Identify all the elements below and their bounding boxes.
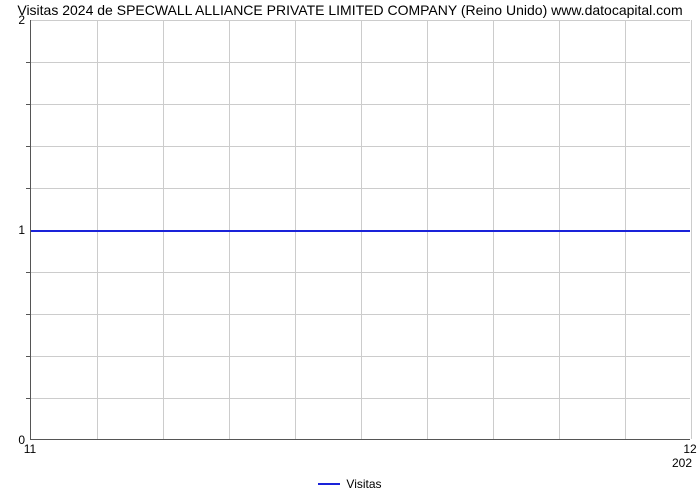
gridline-h	[31, 272, 690, 273]
y-minor-tick	[26, 62, 30, 63]
plot-area	[30, 20, 690, 440]
y-minor-tick	[26, 272, 30, 273]
legend: Visitas	[0, 476, 700, 491]
y-minor-tick	[26, 104, 30, 105]
gridline-h	[31, 188, 690, 189]
x-axis-subcaption: 202	[672, 456, 692, 470]
chart-title: Visitas 2024 de SPECWALL ALLIANCE PRIVAT…	[0, 2, 700, 18]
x-tick-label: 11	[24, 442, 36, 456]
gridline-h	[31, 62, 690, 63]
y-minor-tick	[26, 314, 30, 315]
gridline-h	[31, 356, 690, 357]
y-minor-tick	[26, 188, 30, 189]
series-visitas-line	[31, 230, 690, 232]
gridline-h	[31, 146, 690, 147]
gridline-h	[31, 104, 690, 105]
x-tick-label: 12	[683, 442, 696, 456]
gridline-v	[691, 20, 692, 439]
legend-label-visitas: Visitas	[346, 477, 381, 491]
gridline-h	[31, 314, 690, 315]
gridline-h	[31, 398, 690, 399]
y-minor-tick	[26, 356, 30, 357]
y-tick-label: 2	[5, 13, 25, 27]
y-minor-tick	[26, 398, 30, 399]
y-tick-label: 0	[5, 433, 25, 447]
y-tick-label: 1	[5, 223, 25, 237]
gridline-h	[31, 20, 690, 21]
legend-swatch-visitas	[318, 483, 340, 485]
y-minor-tick	[26, 146, 30, 147]
